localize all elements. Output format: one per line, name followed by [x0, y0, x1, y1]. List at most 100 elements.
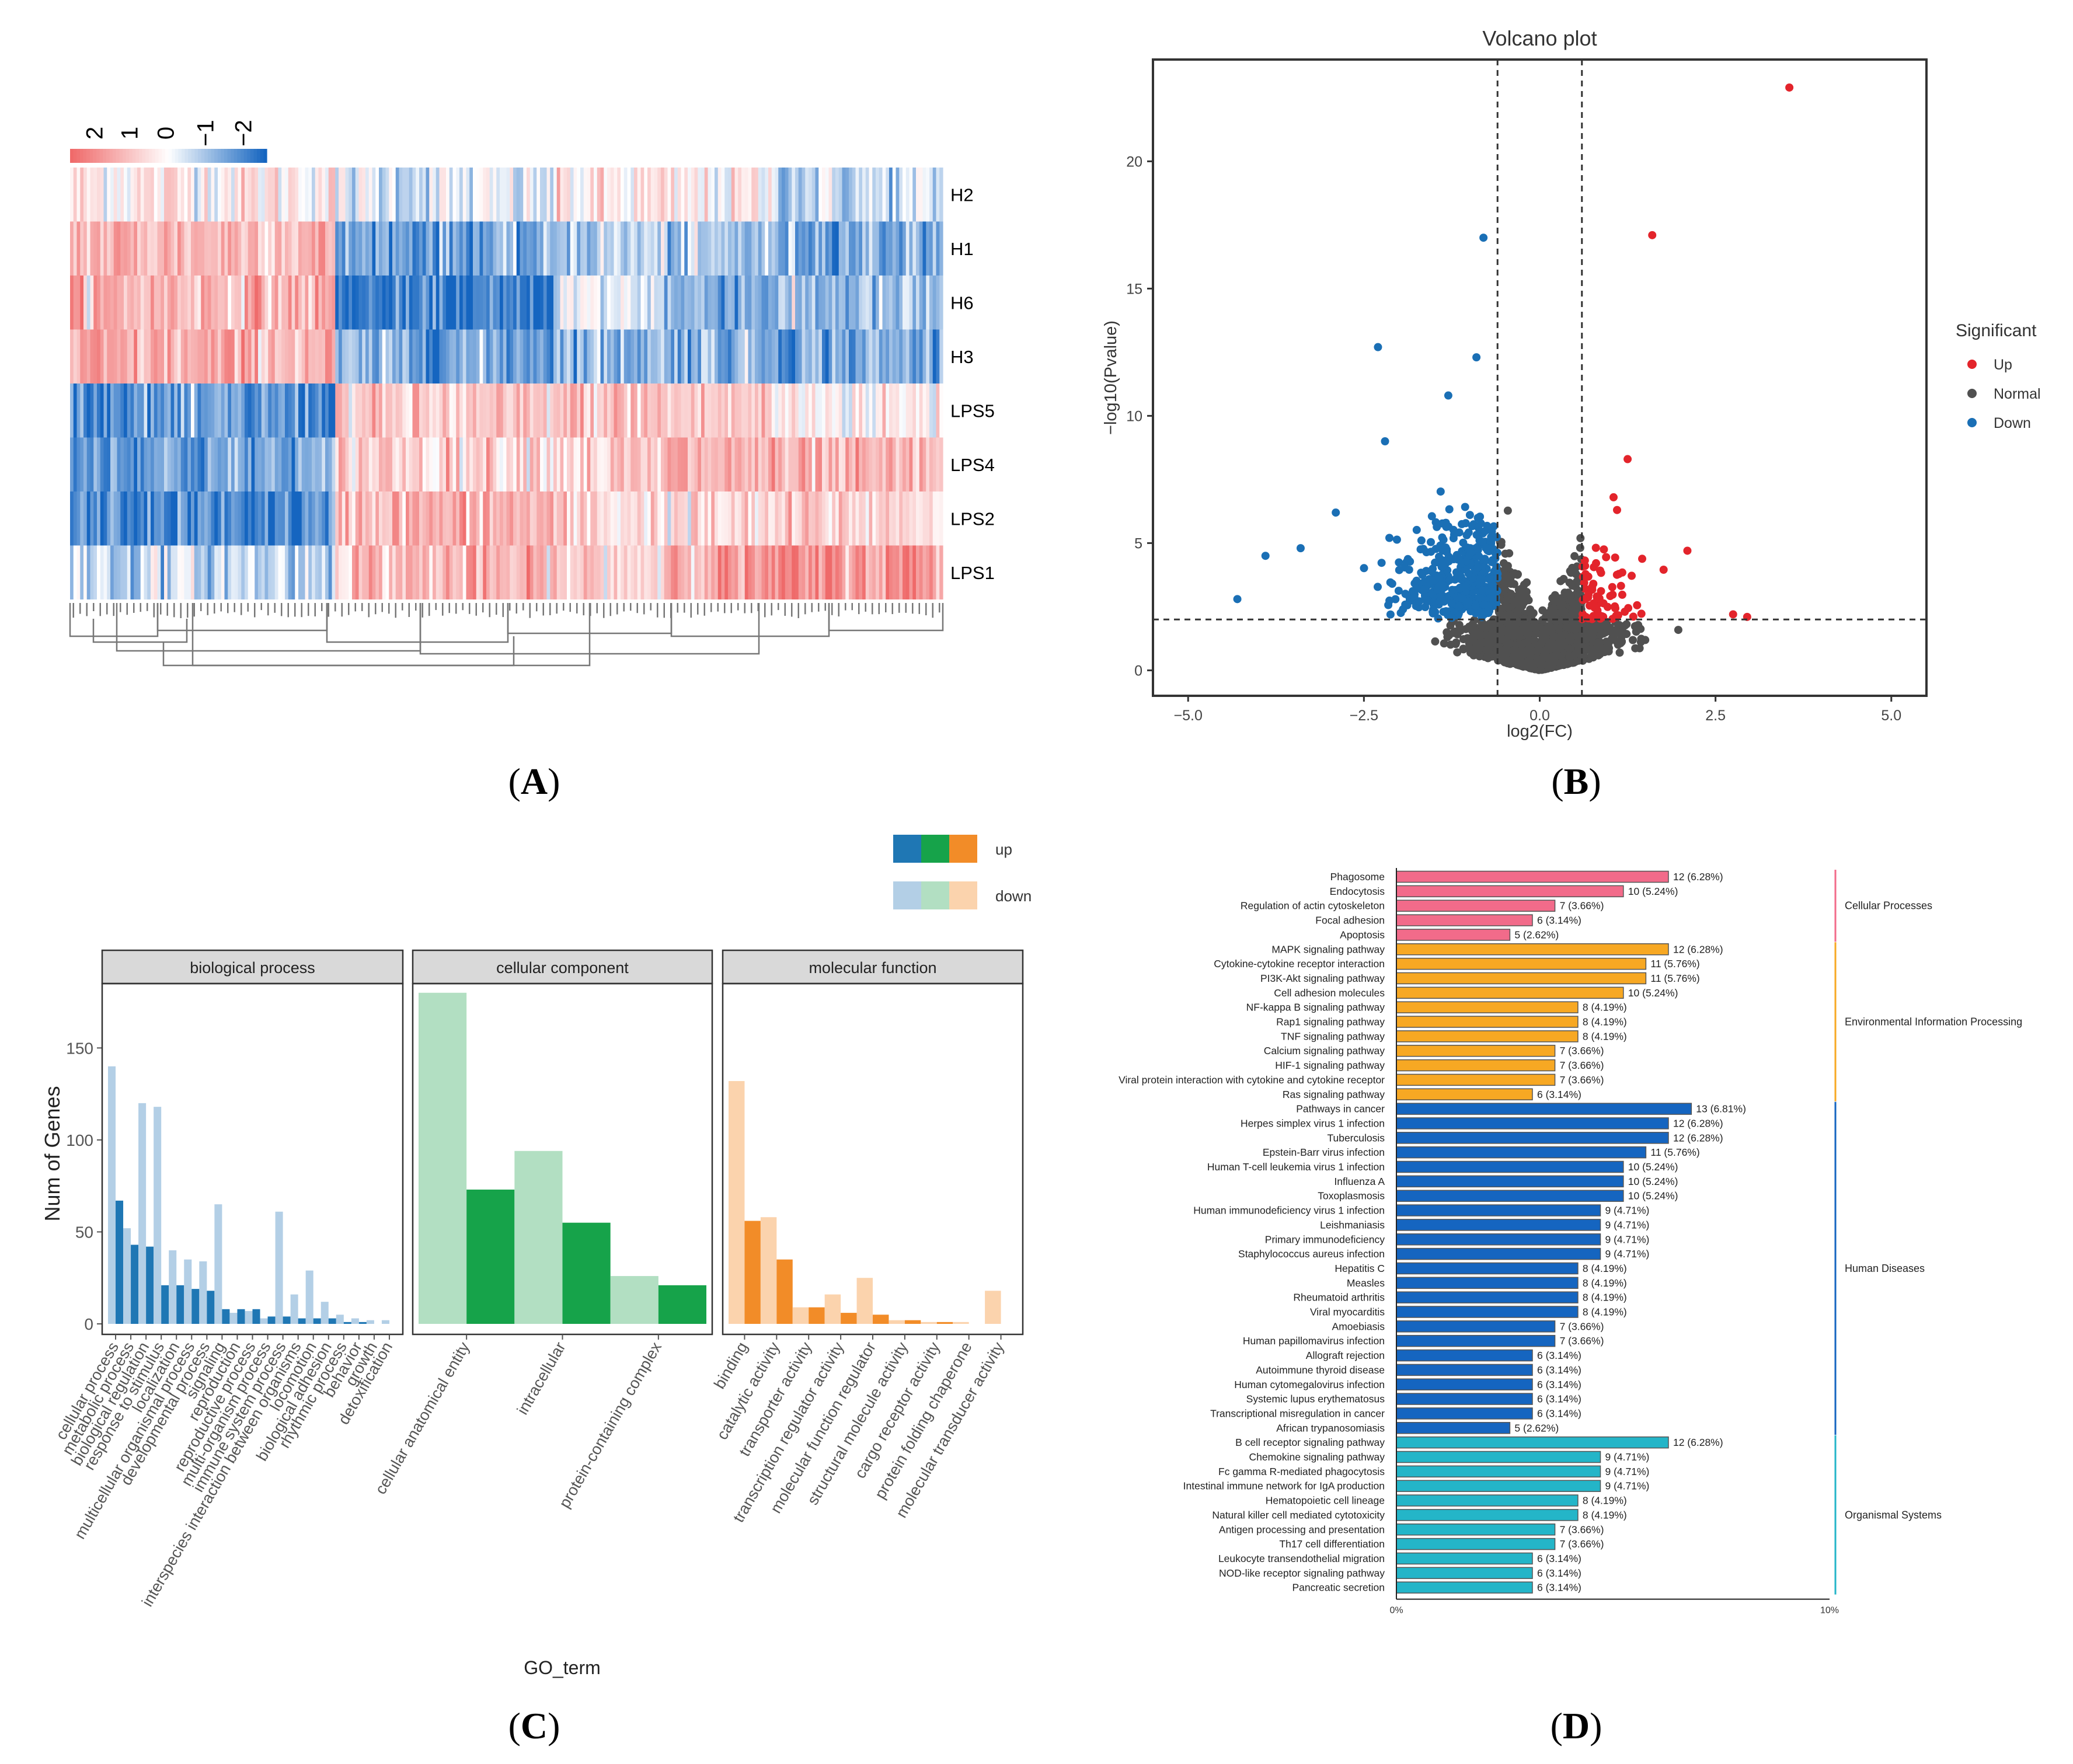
heatmap-cell — [563, 491, 567, 546]
heatmap-cell — [335, 276, 339, 330]
heatmap-cell — [594, 276, 598, 330]
volcano-point-down — [1471, 602, 1480, 611]
heatmap-cell — [164, 329, 168, 384]
heatmap-cell — [671, 384, 675, 438]
heatmap-cell — [809, 276, 813, 330]
heatmap-cell — [802, 384, 806, 438]
heatmap-cell — [876, 329, 880, 384]
heatmap-cell — [503, 221, 507, 276]
heatmap-cell — [623, 384, 628, 438]
heatmap-cell — [332, 168, 336, 222]
heatmap-cell — [435, 437, 440, 491]
color-scale-bar — [227, 149, 231, 163]
heatmap-cell — [308, 329, 312, 384]
volcano-point-down — [1385, 534, 1393, 542]
heatmap-cell — [291, 545, 295, 599]
heatmap-cell — [268, 545, 272, 599]
heatmap-cell — [187, 221, 191, 276]
heatmap-cell — [708, 276, 712, 330]
color-scale-bar — [96, 149, 100, 163]
volcano-point-down — [1458, 594, 1466, 603]
heatmap-cell — [308, 491, 312, 546]
heatmap-cell — [443, 491, 447, 546]
heatmap-cell — [144, 168, 148, 222]
heatmap-cell — [546, 329, 551, 384]
heatmap-cell — [443, 221, 447, 276]
heatmap-cell — [452, 437, 457, 491]
heatmap-cell — [308, 168, 312, 222]
heatmap-cell — [161, 276, 165, 330]
heatmap-cell — [869, 329, 873, 384]
heatmap-cell — [305, 384, 309, 438]
heatmap-cell — [433, 329, 437, 384]
heatmap-cell — [110, 384, 114, 438]
heatmap-cell — [191, 384, 195, 438]
heatmap-cell — [734, 491, 738, 546]
volcano-point-down — [1478, 585, 1486, 594]
dendrogram-branch — [828, 603, 944, 632]
heatmap-cell — [288, 168, 292, 222]
volcano-point-normal — [1538, 606, 1547, 615]
heatmap-cell — [527, 437, 531, 491]
heatmap-cell — [409, 168, 413, 222]
heatmap-cell — [100, 276, 104, 330]
heatmap-cell — [882, 168, 886, 222]
heatmap-cell — [610, 276, 615, 330]
heatmap-cell — [443, 384, 447, 438]
heatmap-cell — [822, 168, 826, 222]
heatmap-cell — [728, 545, 732, 599]
heatmap-cell — [449, 168, 454, 222]
heatmap-cell — [567, 491, 571, 546]
heatmap-cell — [352, 545, 356, 599]
heatmap-cell — [604, 168, 608, 222]
heatmap-cell — [473, 384, 477, 438]
heatmap-cell — [899, 329, 903, 384]
heatmap-cell — [594, 545, 598, 599]
heatmap-cell — [255, 437, 259, 491]
heatmap-cell — [358, 491, 363, 546]
heatmap-cell — [406, 384, 410, 438]
heatmap-cell — [274, 545, 279, 599]
heatmap-cell — [815, 384, 819, 438]
heatmap-cell — [154, 276, 158, 330]
heatmap-cell — [590, 329, 594, 384]
heatmap-cell — [903, 168, 907, 222]
heatmap-cell — [657, 545, 661, 599]
heatmap-cell — [932, 168, 937, 222]
heatmap-cell — [661, 384, 665, 438]
heatmap-cell — [389, 221, 393, 276]
heatmap-cell — [728, 276, 732, 330]
heatmap-cell — [177, 545, 182, 599]
heatmap-cell — [419, 276, 423, 330]
heatmap-cell — [76, 437, 81, 491]
heatmap-cell — [154, 437, 158, 491]
heatmap-cell — [456, 545, 460, 599]
heatmap-cell — [510, 221, 514, 276]
heatmap-cell — [818, 329, 823, 384]
heatmap-cell — [459, 545, 464, 599]
heatmap-cell — [476, 437, 480, 491]
heatmap-cell — [644, 329, 648, 384]
heatmap-cell — [368, 276, 373, 330]
heatmap-cell — [372, 545, 376, 599]
heatmap-cell — [775, 437, 779, 491]
volcano-point-normal — [1547, 615, 1556, 624]
heatmap-cell — [124, 329, 128, 384]
heatmap-cell — [90, 545, 94, 599]
heatmap-cell — [630, 491, 635, 546]
heatmap-cell — [301, 491, 306, 546]
heatmap-cell — [667, 329, 671, 384]
heatmap-cell — [926, 168, 930, 222]
heatmap-cell — [809, 221, 813, 276]
heatmap-cell — [560, 437, 564, 491]
heatmap-cell — [479, 168, 483, 222]
heatmap-cell — [523, 437, 527, 491]
heatmap-cell — [577, 545, 581, 599]
heatmap-cell — [435, 545, 440, 599]
heatmap-cell — [607, 168, 611, 222]
heatmap-cell — [832, 168, 836, 222]
heatmap-cell — [681, 221, 685, 276]
heatmap-cell — [402, 168, 406, 222]
heatmap-cell — [755, 276, 759, 330]
heatmap-cell — [241, 221, 245, 276]
